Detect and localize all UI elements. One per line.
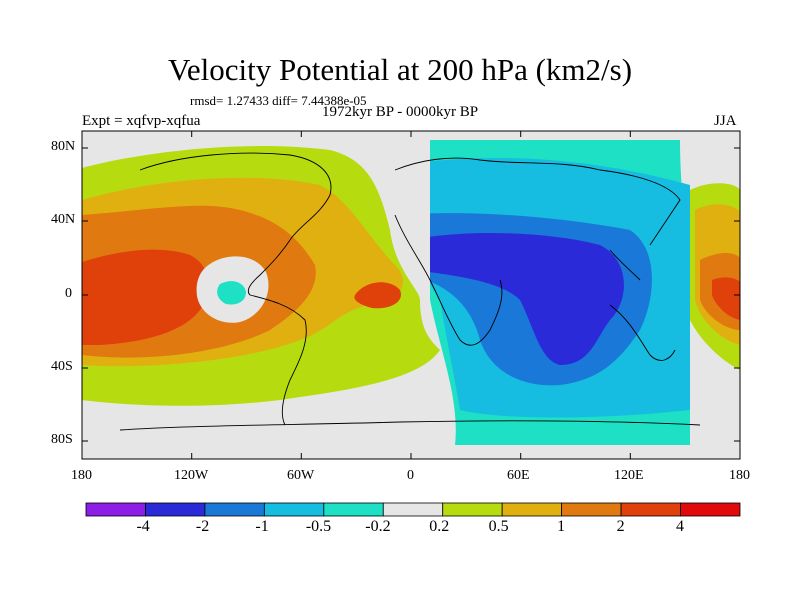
colorbar-swatch (442, 502, 503, 517)
rmsd-diff-stats: rmsd= 1.27433 diff= 7.44388e-05 (190, 93, 367, 108)
colorbar-swatch (263, 502, 325, 517)
colorbar-swatch (204, 502, 265, 517)
xtick-120e: 120E (614, 468, 644, 483)
colorbar-label: -4 (136, 518, 150, 535)
coastlines (119, 152, 701, 431)
map-title: Velocity Potential at 200 hPa (km2/s) (167, 52, 633, 87)
colorbar-swatch (501, 502, 563, 517)
xtick-60e: 60E (507, 468, 530, 483)
ytick-40s: 40S (51, 359, 73, 374)
positive-anomaly-west (82, 146, 440, 406)
colorbar-swatch (561, 502, 622, 517)
negative-anomaly-east (430, 140, 690, 445)
colorbar-label: 0.2 (429, 518, 450, 535)
colorbar-label: 1 (557, 518, 566, 535)
colorbar-swatch (382, 502, 444, 517)
xtick-120w: 120W (174, 468, 209, 483)
colorbar-label: 4 (676, 518, 685, 535)
xtick-0: 0 (407, 468, 414, 483)
ytick-80n: 80N (51, 139, 76, 154)
positive-anomaly-pacific (690, 183, 740, 370)
xtick-180-left: 180 (71, 468, 92, 483)
experiment-label: Expt = xqfvp-xqfua (82, 113, 201, 129)
colorbar-swatch (323, 502, 384, 517)
colorbar (85, 502, 741, 517)
colorbar-label: 0.5 (488, 518, 509, 535)
ytick-80s: 80S (51, 432, 73, 447)
axis-ticks (82, 131, 740, 459)
colorbar-label: -2 (195, 518, 210, 535)
colorbar-swatch (620, 502, 681, 517)
period-label: 1972kyr BP - 0000kyr BP (322, 104, 479, 120)
contour-field (82, 131, 740, 459)
colorbar-label: 2 (616, 518, 625, 535)
colorbar-swatch (145, 502, 206, 517)
ytick-40n: 40N (51, 212, 76, 227)
colorbar-label: -0.2 (365, 518, 391, 535)
colorbar-swatch (85, 502, 146, 517)
colorbar-swatch (680, 502, 741, 517)
colorbar-label: -1 (255, 518, 269, 535)
colorbar-label: -0.5 (305, 518, 332, 535)
xtick-60w: 60W (287, 468, 315, 483)
season-label: JJA (714, 113, 737, 129)
xtick-180-right: 180 (729, 468, 750, 483)
ytick-0: 0 (65, 286, 72, 301)
